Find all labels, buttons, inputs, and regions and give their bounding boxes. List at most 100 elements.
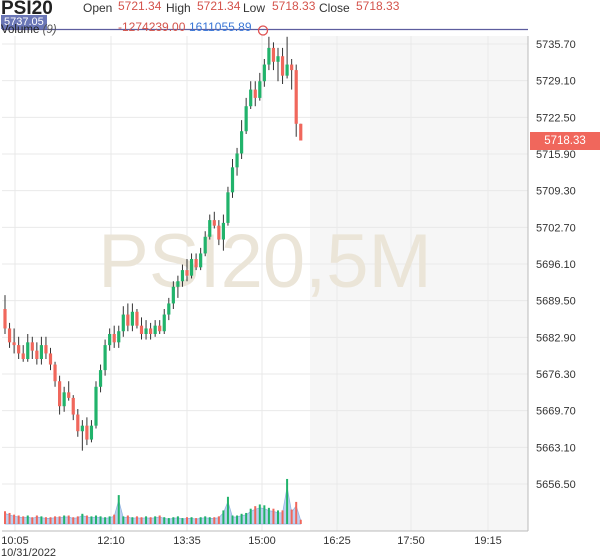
- volume-bar: [254, 506, 257, 524]
- candle-body: [7, 328, 12, 343]
- candle-body: [26, 342, 30, 359]
- last-price-tag: 5718.33: [530, 132, 600, 150]
- y-tick-label: 5669.70: [536, 406, 576, 418]
- candle-body: [280, 56, 285, 76]
- symbol-title: PSI20: [1, 0, 53, 19]
- close-label: Close: [319, 1, 350, 15]
- volume-bar: [149, 517, 152, 524]
- volume-bar: [158, 515, 161, 524]
- volume-bar: [204, 516, 207, 524]
- candle-body: [162, 314, 166, 332]
- volume-bar: [222, 510, 225, 524]
- candle-body: [85, 425, 89, 440]
- volume-bar: [135, 516, 138, 524]
- volume-value: 1611055.89: [189, 20, 252, 34]
- volume-bar: [286, 478, 289, 524]
- candle-body: [21, 353, 25, 359]
- candle-body: [171, 286, 175, 304]
- y-tick-label: 5682.90: [536, 332, 576, 344]
- x-tick-label: 15:00: [248, 535, 276, 547]
- high-value: 5721.34: [197, 0, 241, 13]
- volume-indicator-label: Volume (9): [1, 24, 57, 36]
- y-tick-label: 5735.70: [536, 39, 576, 51]
- candle-body: [94, 386, 98, 426]
- volume-bar: [236, 515, 239, 524]
- volume-bar: [49, 517, 52, 524]
- volume-bar: [108, 516, 111, 524]
- candle-body: [189, 259, 194, 276]
- candle-body: [244, 106, 248, 132]
- candle-body: [235, 153, 239, 168]
- volume-bar: [35, 515, 38, 524]
- volume-bar: [99, 516, 102, 524]
- volume-bar: [63, 515, 66, 524]
- volume-bar: [4, 511, 6, 524]
- volume-bar: [81, 513, 84, 524]
- volume-period: (9): [42, 24, 57, 36]
- future-area: [310, 36, 528, 531]
- candle-body: [80, 425, 84, 432]
- candle-body: [217, 225, 221, 240]
- volume-bar: [8, 512, 11, 524]
- volume-bar: [263, 505, 266, 524]
- y-tick-label: 5696.10: [536, 259, 576, 271]
- candle-body: [130, 311, 134, 326]
- grid: [2, 36, 528, 531]
- candle-body: [48, 353, 53, 365]
- x-date-label: 10/31/2022: [1, 547, 56, 558]
- volume-bar: [26, 515, 29, 524]
- candle-body: [44, 345, 48, 354]
- volume-bar: [17, 515, 20, 524]
- candle-body: [267, 47, 271, 65]
- candle-body: [199, 253, 203, 268]
- candle-body: [71, 397, 75, 415]
- watermark: PSI20,5M: [98, 219, 432, 304]
- x-tick-label: 16:25: [323, 535, 351, 547]
- candle-body: [167, 303, 171, 315]
- volume-bar: [44, 517, 47, 524]
- candle-body: [121, 314, 125, 332]
- volume-bar: [13, 514, 16, 524]
- volume-bar: [299, 519, 302, 524]
- y-tick-label: 5715.90: [536, 149, 576, 161]
- y-tick-label: 5656.50: [536, 479, 576, 491]
- y-tick-label: 5689.50: [536, 296, 576, 308]
- candle-body: [294, 70, 298, 124]
- low-label: Low: [243, 1, 266, 15]
- volume-bar: [226, 496, 229, 524]
- volume-bar: [85, 515, 88, 524]
- candle-body: [230, 167, 235, 193]
- volume-bar: [213, 517, 216, 524]
- volume-bar: [145, 516, 148, 524]
- candle-body: [226, 192, 230, 223]
- candle-body: [158, 325, 162, 332]
- volume-bar: [163, 517, 166, 524]
- candle-body: [89, 425, 94, 440]
- high-label: High: [166, 1, 191, 15]
- candle-body: [12, 342, 16, 346]
- candle-body: [35, 350, 39, 359]
- volume-bar: [290, 509, 293, 524]
- volume-bar: [245, 512, 248, 524]
- candle-body: [290, 64, 294, 71]
- volume-bar: [172, 517, 175, 524]
- candle-body: [176, 281, 180, 287]
- volume-bar: [240, 513, 243, 524]
- open-value: 5721.34: [118, 0, 162, 13]
- candle-body: [262, 64, 266, 82]
- y-tick-label: 5663.10: [536, 442, 576, 454]
- y-tick-label: 5722.50: [536, 112, 576, 124]
- candle-body: [30, 342, 34, 351]
- volume-bar: [277, 510, 279, 524]
- candle-body: [139, 325, 144, 334]
- candle-body: [108, 334, 112, 346]
- volume-bar: [76, 516, 79, 524]
- volume-bar: [295, 501, 298, 524]
- candle-body: [299, 123, 303, 141]
- volume-bar: [117, 495, 120, 524]
- volume-bar: [249, 508, 252, 524]
- y-tick-label: 5676.30: [536, 369, 576, 381]
- candle-body: [249, 89, 253, 107]
